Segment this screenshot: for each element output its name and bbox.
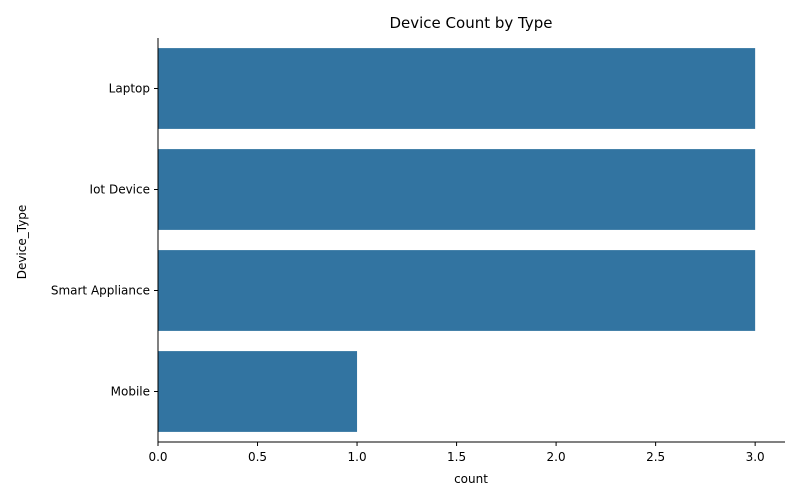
x-tick-label: 3.0 — [746, 450, 765, 464]
bar-iot-device — [158, 149, 756, 230]
bars-layer — [158, 48, 756, 432]
x-tick-label: 1.0 — [348, 450, 367, 464]
chart-title: Device Count by Type — [389, 14, 552, 32]
x-tick-label: 0.0 — [148, 450, 167, 464]
x-axis-ticks: 0.0 0.5 1.0 1.5 2.0 2.5 3.0 — [148, 442, 765, 464]
axes-frame — [157, 38, 785, 443]
y-tick-label: Smart Appliance — [51, 284, 150, 298]
y-tick-label: Laptop — [109, 82, 150, 96]
y-tick-label: Iot Device — [90, 183, 150, 197]
x-tick-label: 0.5 — [248, 450, 267, 464]
bar-mobile — [158, 351, 358, 432]
y-axis-label: Device_Type — [15, 205, 29, 280]
bar-smart-appliance — [158, 250, 756, 331]
y-tick-label: Mobile — [111, 385, 150, 399]
y-axis-ticks: Laptop Iot Device Smart Appliance Mobile — [51, 82, 158, 399]
x-tick-label: 1.5 — [447, 450, 466, 464]
bar-laptop — [158, 48, 756, 129]
x-axis-label: count — [454, 472, 488, 486]
x-tick-label: 2.0 — [547, 450, 566, 464]
x-tick-label: 2.5 — [646, 450, 665, 464]
